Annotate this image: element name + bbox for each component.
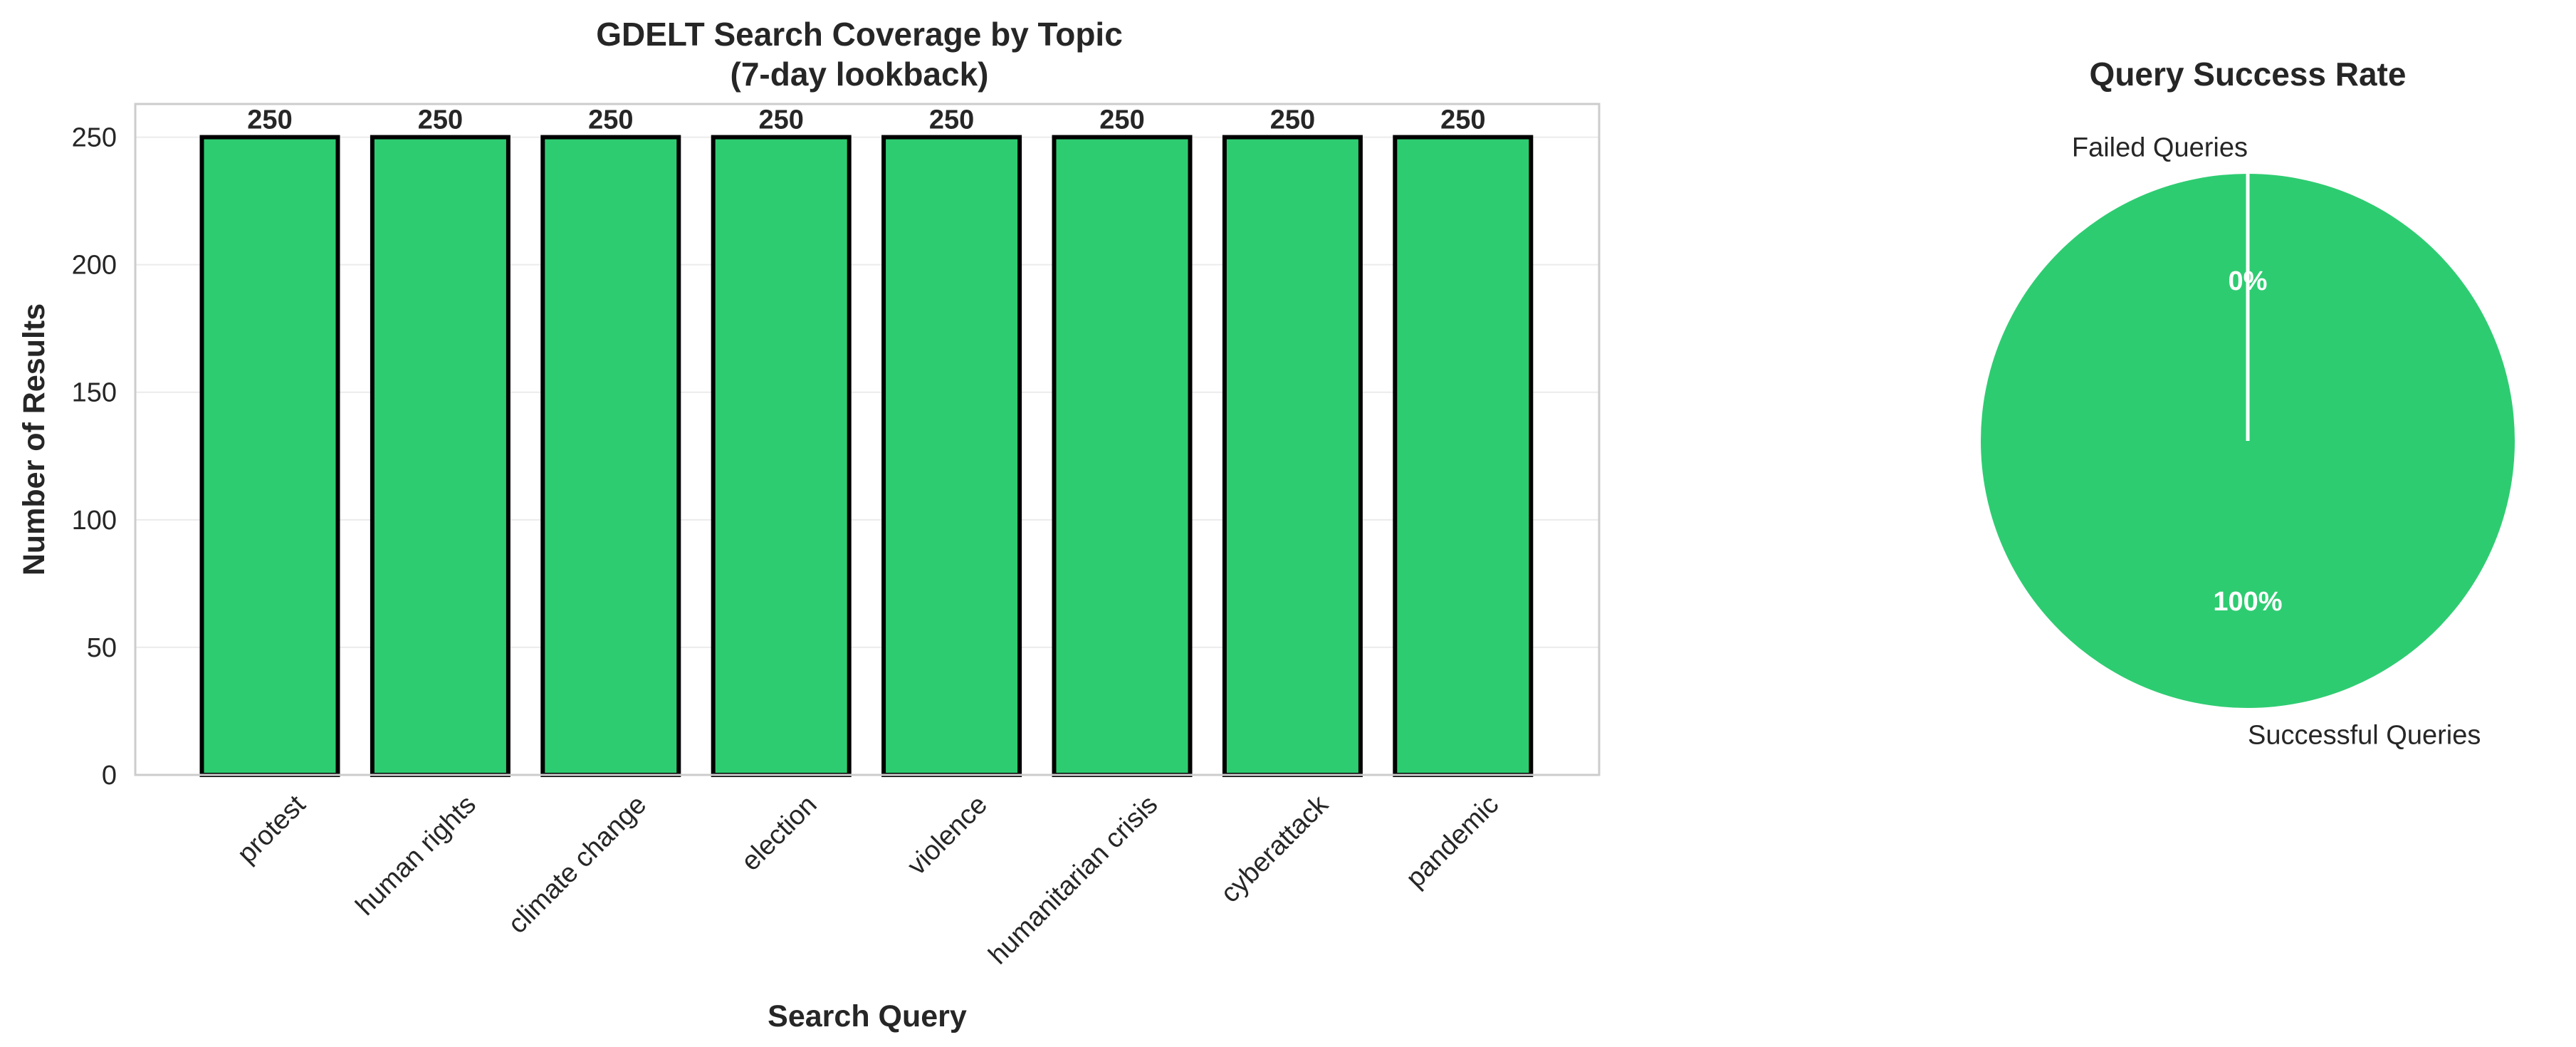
y-axis-label: Number of Results xyxy=(17,303,51,575)
x-tick-label: violence xyxy=(902,790,993,881)
bar xyxy=(1393,135,1534,777)
x-axis-ticks: protest human rights climate change electio… xyxy=(232,789,1505,970)
bar-value-label: 250 xyxy=(247,105,292,135)
bar-marks xyxy=(199,135,1534,777)
bar-value-label: 250 xyxy=(1270,105,1315,135)
bar-value-label: 250 xyxy=(588,105,633,135)
x-tick-label: climate change xyxy=(503,790,652,939)
bar xyxy=(881,135,1022,777)
bar-value-label: 250 xyxy=(1099,105,1144,135)
bar-chart-title-line-2: (7-day lookback) xyxy=(731,56,989,93)
bar-value-labels: 250 250 250 250 250 250 250 250 xyxy=(247,105,1485,135)
bar xyxy=(1052,135,1193,777)
bar-chart-title-line-1: GDELT Search Coverage by Topic xyxy=(596,16,1123,53)
bar xyxy=(540,135,681,777)
x-tick-label: cyberattack xyxy=(1215,789,1335,909)
y-axis-ticks: 0 50 100 150 200 250 xyxy=(72,123,117,791)
y-tick-label: 0 xyxy=(102,761,117,791)
pie-slice-label: Successful Queries xyxy=(2248,721,2481,751)
bar xyxy=(1222,135,1363,777)
pie-chart: Query Success Rate Failed Queries 0% Succe… xyxy=(1981,56,2515,751)
pie-percent-label: 0% xyxy=(2229,266,2268,296)
bar-value-label: 250 xyxy=(929,105,974,135)
plot-frame xyxy=(134,103,1601,776)
y-tick-label: 200 xyxy=(72,251,117,281)
x-tick-label: protest xyxy=(232,789,312,869)
bar-value-label: 250 xyxy=(758,105,803,135)
bar-value-label: 250 xyxy=(1440,105,1485,135)
x-tick-label: human rights xyxy=(350,790,482,922)
bar xyxy=(199,135,340,777)
bar-value-label: 250 xyxy=(418,105,463,135)
pie-chart-title: Query Success Rate xyxy=(2090,56,2407,93)
bar xyxy=(711,135,852,777)
bar-grid xyxy=(135,136,1599,776)
pie-slice-label: Failed Queries xyxy=(2072,133,2248,163)
x-axis-label: Search Query xyxy=(768,999,967,1033)
bar-chart: GDELT Search Coverage by Topic (7-day lo… xyxy=(17,16,1601,1033)
x-tick-label: pandemic xyxy=(1400,790,1504,894)
pie-marks xyxy=(1981,174,2515,708)
x-tick-label: election xyxy=(735,790,822,877)
y-tick-label: 150 xyxy=(72,378,117,408)
pie-percent-label: 100% xyxy=(2213,587,2282,617)
bar xyxy=(370,135,511,777)
y-tick-label: 250 xyxy=(72,123,117,153)
y-tick-label: 50 xyxy=(87,633,117,663)
y-tick-label: 100 xyxy=(72,506,117,536)
x-tick-label: humanitarian crisis xyxy=(983,790,1164,971)
pie-labels: Failed Queries 0% Successful Queries 100% xyxy=(2072,133,2481,751)
